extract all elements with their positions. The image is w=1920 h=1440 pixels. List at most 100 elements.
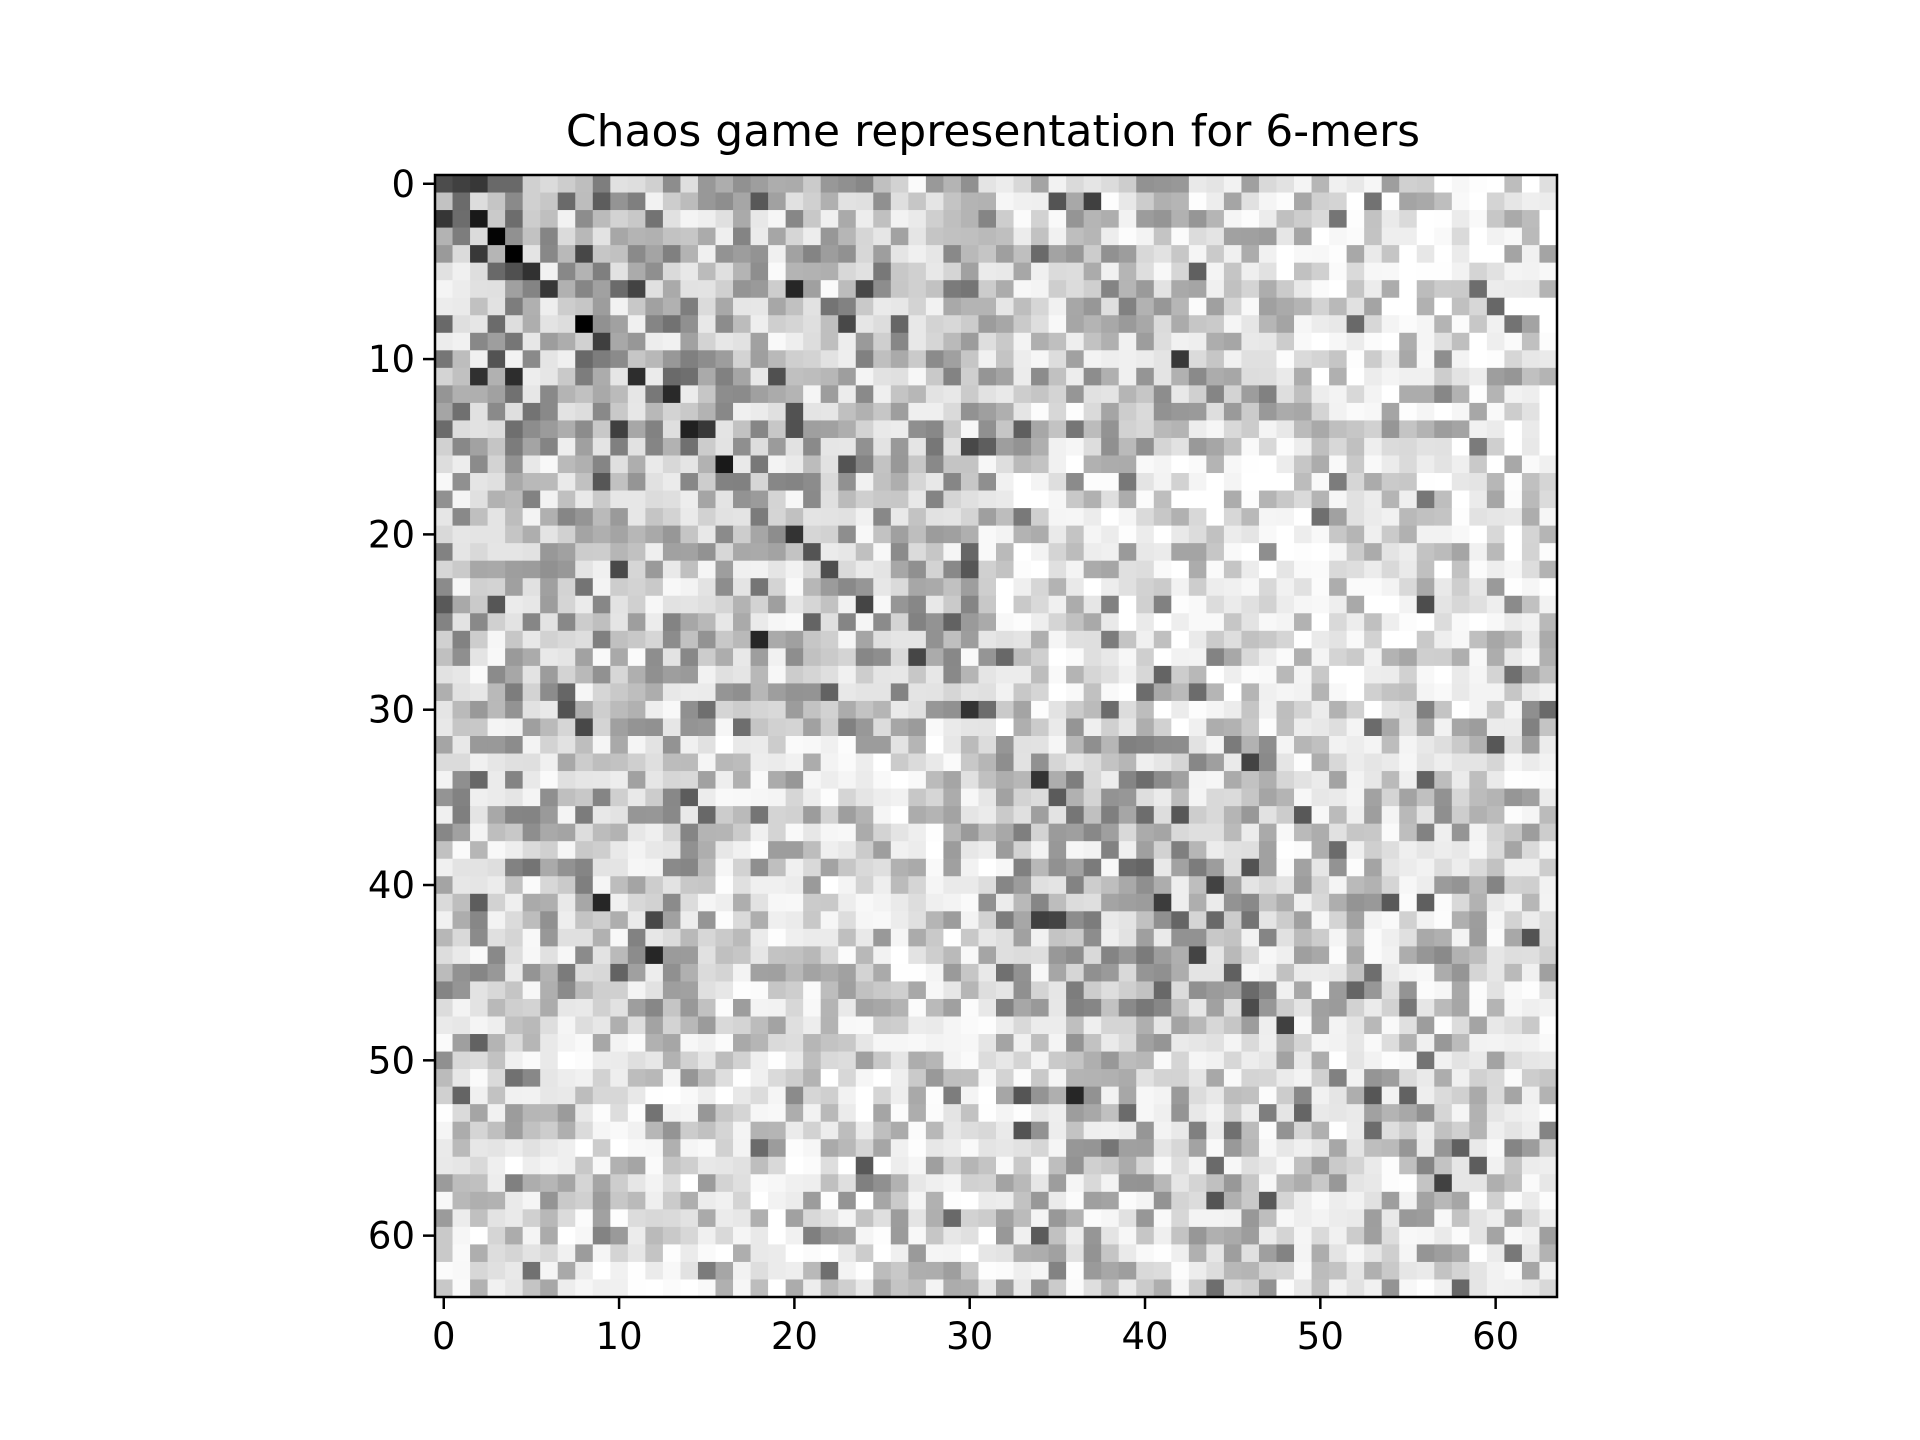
heatmap-cell (1469, 1034, 1488, 1053)
heatmap-cell (855, 841, 874, 860)
heatmap-cell (1258, 946, 1278, 965)
heatmap-cell (1083, 1121, 1102, 1140)
heatmap-cell (1188, 1121, 1207, 1140)
heatmap-cell (1223, 315, 1243, 334)
heatmap-cell (733, 841, 752, 860)
heatmap-cell (1188, 700, 1207, 720)
heatmap-cell (820, 455, 839, 474)
heatmap-cell (855, 1139, 874, 1158)
heatmap-cell (785, 508, 804, 527)
heatmap-cell (925, 1156, 945, 1175)
heatmap-cell (1241, 1139, 1260, 1158)
heatmap-cell (592, 665, 611, 685)
heatmap-cell (1364, 245, 1383, 264)
heatmap-cell (1118, 858, 1137, 877)
heatmap-cell (750, 280, 769, 299)
heatmap-cell (768, 560, 787, 579)
heatmap-cell (1223, 192, 1243, 211)
heatmap-cell (1504, 210, 1523, 229)
heatmap-cell (1258, 1226, 1278, 1246)
heatmap-cell (785, 1226, 804, 1246)
heatmap-cell (697, 876, 717, 895)
heatmap-cell (733, 665, 752, 685)
heatmap-cell (1381, 1121, 1400, 1140)
heatmap-cell (505, 245, 524, 264)
heatmap-cell (1258, 788, 1278, 807)
heatmap-cell (680, 508, 699, 527)
heatmap-cell (575, 1069, 594, 1088)
heatmap-cell (1048, 718, 1067, 737)
heatmap-cell (873, 665, 892, 685)
heatmap-cell (1486, 665, 1506, 685)
heatmap-cell (1469, 718, 1488, 737)
heatmap-cell (943, 490, 962, 509)
heatmap-cell (435, 823, 454, 842)
heatmap-cell (1118, 508, 1137, 527)
heatmap-cell (960, 1226, 980, 1246)
heatmap-cell (908, 350, 927, 369)
heatmap-cell (1031, 578, 1050, 597)
heatmap-cell (575, 175, 594, 194)
heatmap-cell (575, 385, 594, 404)
heatmap-cell (855, 858, 874, 877)
heatmap-cell (662, 753, 682, 772)
heatmap-cell (785, 683, 804, 702)
heatmap-cell (1416, 718, 1435, 737)
heatmap-cell (1171, 490, 1190, 509)
heatmap-cell (1311, 893, 1330, 912)
heatmap-cell (680, 613, 699, 632)
heatmap-cell (610, 700, 629, 720)
heatmap-cell (1153, 700, 1172, 720)
heatmap-cell (1118, 963, 1137, 983)
heatmap-cell (1101, 1139, 1120, 1158)
heatmap-cell (785, 1191, 804, 1210)
heatmap-cell (1504, 525, 1523, 544)
heatmap-cell (733, 1226, 752, 1246)
heatmap-cell (1364, 665, 1383, 685)
heatmap-cell (1101, 788, 1120, 807)
heatmap-cell (733, 788, 752, 807)
heatmap-cell (1118, 367, 1137, 386)
heatmap-cell (1258, 385, 1278, 404)
heatmap-cell (522, 683, 541, 702)
heatmap-cell (1451, 1174, 1470, 1193)
heatmap-cell (1521, 350, 1541, 369)
heatmap-cell (803, 1261, 822, 1281)
heatmap-cell (1539, 1104, 1558, 1123)
heatmap-cell (1031, 490, 1050, 509)
heatmap-cell (540, 473, 559, 492)
heatmap-cell (715, 928, 734, 947)
heatmap-cell (557, 1016, 576, 1035)
heatmap-cell (1469, 1051, 1488, 1070)
heatmap-cell (435, 736, 454, 755)
heatmap-cell (855, 1104, 874, 1123)
heatmap-cell (592, 753, 611, 772)
heatmap-cell (540, 893, 559, 912)
heatmap-cell (592, 1051, 611, 1070)
heatmap-cell (1118, 630, 1137, 649)
heatmap-cell (890, 508, 909, 527)
heatmap-cell (1013, 402, 1032, 422)
heatmap-cell (873, 630, 892, 649)
heatmap-cell (873, 402, 892, 422)
heatmap-cell (1416, 1086, 1435, 1105)
heatmap-cell (715, 1174, 734, 1193)
heatmap-cell (592, 788, 611, 807)
heatmap-cell (662, 1051, 682, 1070)
heatmap-cell (627, 911, 646, 930)
heatmap-cell (1241, 1279, 1260, 1298)
heatmap-cell (680, 753, 699, 772)
heatmap-cell (1118, 437, 1137, 457)
heatmap-cell (855, 876, 874, 895)
heatmap-cell (662, 262, 682, 281)
heatmap-cell (1451, 718, 1470, 737)
heatmap-cell (750, 771, 769, 790)
heatmap-cell (1486, 911, 1506, 930)
heatmap-cell (715, 1279, 734, 1298)
heatmap-cell (978, 665, 997, 685)
heatmap-cell (960, 753, 980, 772)
heatmap-cell (1083, 350, 1102, 369)
heatmap-cell (960, 963, 980, 983)
heatmap-cell (522, 437, 541, 457)
heatmap-cell (943, 893, 962, 912)
